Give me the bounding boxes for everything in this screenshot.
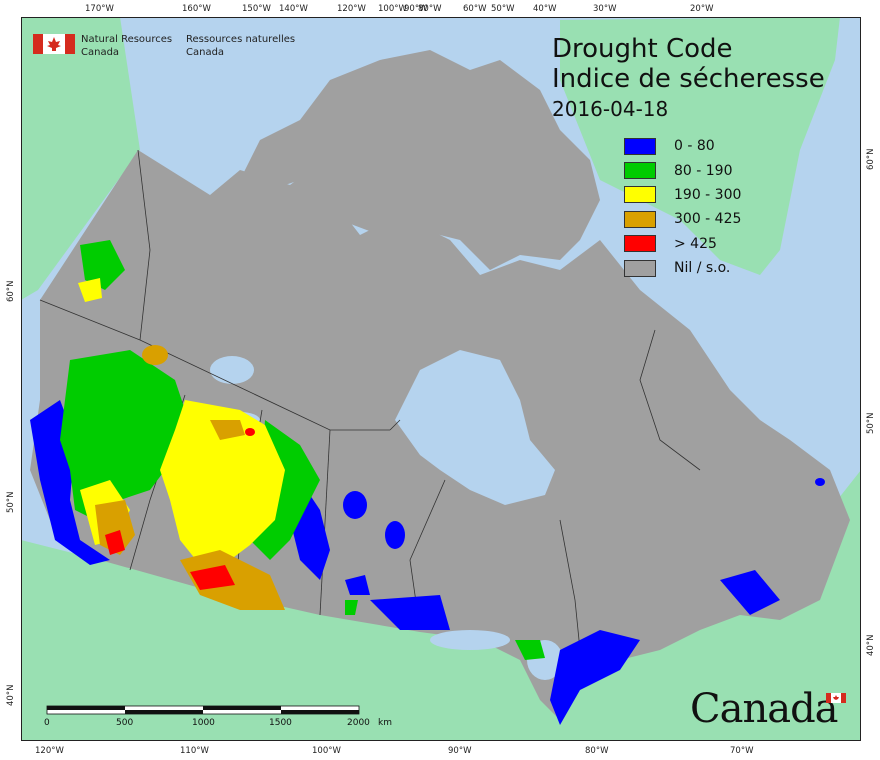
legend-label: 0 - 80	[674, 138, 715, 155]
legend-entry: 300 - 425	[624, 207, 741, 231]
scale-label: 500	[116, 718, 134, 728]
graticule-label: 60°W	[463, 4, 487, 14]
legend-entry: > 425	[624, 232, 741, 256]
alaska-land	[21, 17, 140, 300]
legend-swatch	[624, 235, 656, 253]
map-title-fr: Indice de sécheresse	[552, 64, 825, 94]
scale-label: 1000	[192, 718, 215, 728]
legend: 0 - 80 80 - 190 190 - 300 300 - 425 > 425 Nil…	[624, 134, 741, 280]
scale-label: 0	[44, 718, 50, 728]
graticule-label: 120°W	[35, 746, 64, 756]
graticule-label: 50°W	[491, 4, 515, 14]
graticule-label: 60°N	[866, 148, 876, 170]
canada-wordmark: Canada	[690, 686, 839, 732]
legend-label: 80 - 190	[674, 162, 733, 179]
legend-entry: 190 - 300	[624, 183, 741, 207]
legend-swatch	[624, 259, 656, 277]
wordmark-flag-icon	[826, 693, 846, 703]
scale-label: 2000	[347, 718, 370, 728]
graticule-label: 160°W	[182, 4, 211, 14]
hudson-bay	[395, 350, 555, 505]
drought-red	[105, 428, 255, 590]
legend-swatch	[624, 162, 656, 180]
legend-entry: 0 - 80	[624, 134, 741, 158]
graticule-label: 40°N	[866, 634, 876, 656]
agency-name-en: Natural Resources Canada	[81, 33, 172, 59]
graticule-label: 40°W	[533, 4, 557, 14]
legend-swatch	[624, 210, 656, 228]
legend-label: 190 - 300	[674, 186, 742, 203]
graticule-label: 110°W	[180, 746, 209, 756]
greenland-land	[560, 17, 840, 275]
graticule-label: 120°W	[337, 4, 366, 14]
graticule-label: 80°W	[418, 4, 442, 14]
graticule-label: 30°W	[593, 4, 617, 14]
graticule-label: 40°N	[6, 684, 16, 706]
legend-swatch	[624, 137, 656, 155]
agency-fr-line1: Ressources naturelles	[186, 34, 296, 45]
graticule-label: 90°W	[448, 746, 472, 756]
drought-yellow	[78, 278, 285, 565]
legend-entry: Nil / s.o.	[624, 256, 741, 280]
graticule-label: 70°W	[730, 746, 754, 756]
graticule-label: 80°W	[585, 746, 609, 756]
graticule-label: 50°N	[866, 412, 876, 434]
agency-fr-line2: Canada	[186, 47, 225, 58]
legend-entry: 80 - 190	[624, 158, 741, 182]
graticule-label: 50°N	[6, 491, 16, 513]
agency-en-line2: Canada	[81, 47, 120, 58]
graticule-label: 100°W	[312, 746, 341, 756]
legend-label: Nil / s.o.	[674, 260, 731, 277]
graticule-label: 20°W	[690, 4, 714, 14]
map-date: 2016-04-18	[552, 97, 669, 121]
legend-label: > 425	[674, 235, 717, 252]
graticule-label: 170°W	[85, 4, 114, 14]
great-bear-lake	[210, 356, 254, 384]
graticule-label: 90°W	[404, 4, 428, 14]
graticule-label: 60°N	[6, 280, 16, 302]
agency-name-fr: Ressources naturelles Canada	[186, 33, 295, 59]
scale-bar[interactable]	[46, 705, 360, 715]
scale-label: 1500	[269, 718, 292, 728]
arctic-islands	[230, 50, 600, 270]
usa-land	[21, 470, 861, 741]
scale-unit: km	[378, 718, 392, 728]
lake-superior	[430, 630, 510, 650]
graticule-label: 140°W	[279, 4, 308, 14]
canada-flag-icon	[33, 34, 75, 54]
graticule-label: 150°W	[242, 4, 271, 14]
legend-label: 300 - 425	[674, 211, 742, 228]
legend-swatch	[624, 186, 656, 204]
graticule-label: 100°W	[378, 4, 407, 14]
map-title-en: Drought Code	[552, 34, 733, 64]
agency-en-line1: Natural Resources	[81, 34, 173, 45]
